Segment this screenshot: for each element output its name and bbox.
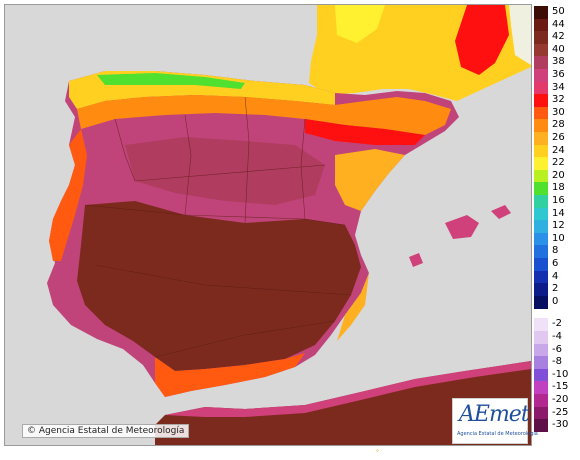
legend-swatch <box>534 69 548 82</box>
legend-tick-label: 0 <box>552 295 559 307</box>
africa-coast <box>165 361 531 417</box>
legend-tick-label: -6 <box>552 343 562 355</box>
legend-swatch <box>534 56 548 70</box>
legend-tick-label: 18 <box>552 182 565 194</box>
legend-tick-label: 2 <box>552 283 559 295</box>
legend-tick-label: -4 <box>552 331 562 342</box>
legend-swatch <box>534 43 548 57</box>
legend-swatch <box>534 94 548 108</box>
france-warm <box>335 5 385 43</box>
legend-swatch <box>534 343 548 357</box>
pyrenees-red <box>305 119 425 145</box>
north-warm-band <box>77 95 451 135</box>
legend-tick-label: -10 <box>552 368 569 380</box>
central-interior <box>125 137 325 205</box>
legend-swatch <box>534 419 548 433</box>
legend-swatch <box>534 169 548 183</box>
legend-tick-label: 6 <box>552 258 559 269</box>
legend-swatch <box>534 245 548 259</box>
legend-tick-label: 50 <box>552 6 565 17</box>
legend-swatch <box>534 270 548 284</box>
legend-swatch <box>534 81 548 95</box>
france-hot <box>455 5 509 75</box>
legend-swatch <box>534 295 548 309</box>
legend-swatch <box>534 331 548 344</box>
legend-tick-label: -25 <box>552 406 569 418</box>
copyright-notice: © Agencia Estatal de Meteorología <box>22 424 190 438</box>
legend-swatch <box>534 144 548 158</box>
legend-swatch <box>534 157 548 171</box>
legend-tick-label: 26 <box>552 132 565 143</box>
legend-tick-label: 4 <box>552 270 559 282</box>
legend-swatch <box>534 18 548 32</box>
temperature-legend: 50 44 42 40 38 36 34 32 30 28 26 24 22 20 18 16 14 12 10 8 6… <box>534 4 580 444</box>
legend-tick-label: -2 <box>552 318 562 330</box>
legend-tick-label: 32 <box>552 94 565 106</box>
legend-swatch <box>534 381 548 395</box>
legend-swatch <box>534 232 548 246</box>
legend-tick-label: -30 <box>552 419 569 431</box>
legend-tick-label: 12 <box>552 220 565 232</box>
legend-tick-label: 20 <box>552 169 565 181</box>
legend-swatch <box>534 132 548 145</box>
west-coast <box>49 129 87 261</box>
legend-swatch <box>534 6 548 19</box>
legend-tick-label: 16 <box>552 195 565 206</box>
legend-tick-label: -20 <box>552 394 569 405</box>
logo-subtitle: Agencia Estatal de Meteorología <box>457 431 538 437</box>
legend-tick-label: 36 <box>552 69 565 80</box>
legend-tick-label: 8 <box>552 245 559 257</box>
legend-tick-label: -15 <box>552 381 569 393</box>
legend-swatch <box>534 356 548 370</box>
legend-swatch <box>534 318 548 332</box>
legend-swatch <box>534 31 548 45</box>
legend-swatch <box>534 106 548 120</box>
legend-tick-label: 40 <box>552 43 565 55</box>
legend-swatch <box>534 220 548 234</box>
legend-tick-label: 38 <box>552 56 565 68</box>
legend-swatch <box>534 283 548 297</box>
map-panel <box>4 4 532 446</box>
legend-swatch <box>534 368 548 382</box>
legend-tick-label: 22 <box>552 157 565 169</box>
alps-edge <box>509 5 531 65</box>
cantabrian-cool <box>97 73 245 89</box>
south-coast <box>155 353 305 397</box>
legend-swatch <box>534 394 548 407</box>
legend-swatch <box>534 182 548 196</box>
legend-swatch <box>534 119 548 133</box>
ebro-band <box>335 149 405 211</box>
menorca <box>491 205 511 219</box>
legend-swatch <box>534 195 548 208</box>
legend-tick-label: 44 <box>552 18 565 30</box>
legend-tick-label: 30 <box>552 106 565 118</box>
ibiza <box>409 253 423 267</box>
region-boundaries <box>84 96 352 358</box>
legend-swatch <box>534 207 548 221</box>
south-east-coast <box>337 273 369 341</box>
aemet-logo: AEmet Agencia Estatal de Meteorología <box>452 398 538 444</box>
legend-tick-label: 10 <box>552 232 565 244</box>
legend-tick-label: 42 <box>552 31 565 43</box>
legend-swatch <box>534 258 548 271</box>
mallorca <box>445 215 479 239</box>
legend-swatch <box>534 406 548 420</box>
legend-tick-label: 34 <box>552 81 565 93</box>
legend-tick-label: 24 <box>552 144 565 156</box>
logo-mark: AEmet <box>459 402 530 427</box>
legend-tick-label: -8 <box>552 356 562 368</box>
legend-tick-label: 14 <box>552 207 565 219</box>
bottom-mark: ° <box>376 449 379 456</box>
legend-tick-label: 28 <box>552 119 565 131</box>
temperature-map <box>47 5 531 445</box>
